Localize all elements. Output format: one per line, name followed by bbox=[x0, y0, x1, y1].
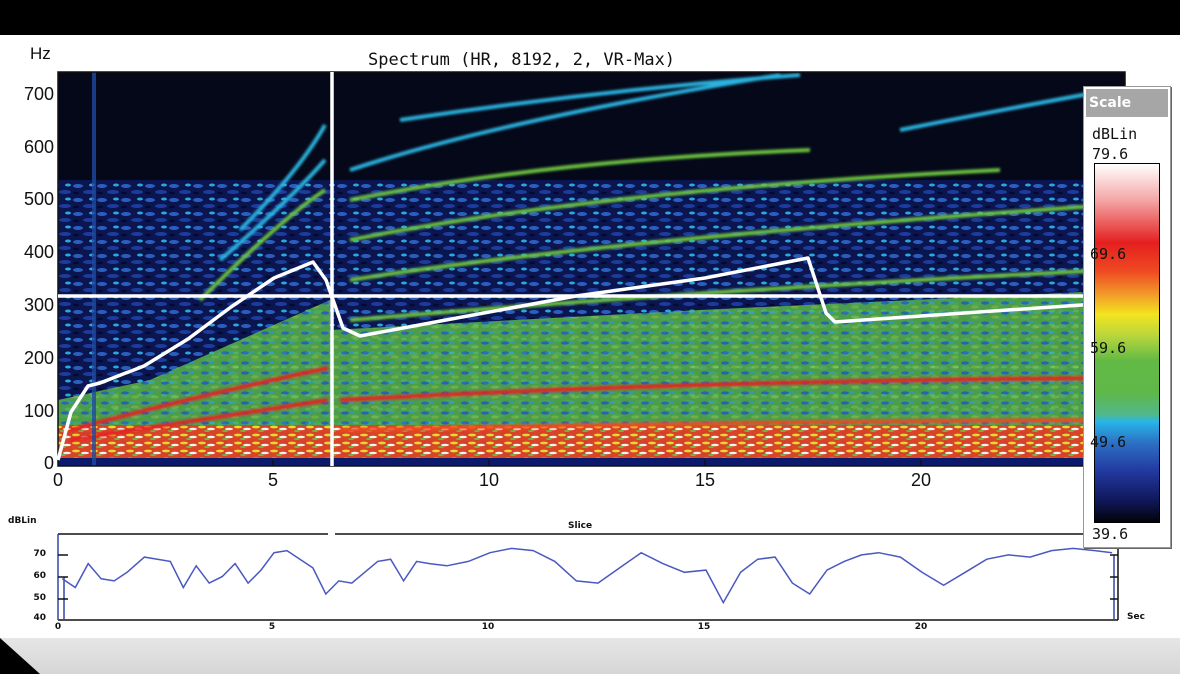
scale-value-2: 69.6 bbox=[1090, 245, 1127, 263]
scale-value-max: 79.6 bbox=[1092, 145, 1129, 163]
scale-unit-label: dBLin bbox=[1092, 125, 1138, 143]
y-tick-500: 500 bbox=[23, 189, 54, 209]
x-tick-15: 15 bbox=[694, 470, 716, 490]
scale-value-min: 39.6 bbox=[1092, 525, 1129, 543]
slice-x-unit: Sec bbox=[1127, 612, 1145, 622]
color-scale-bar bbox=[1094, 163, 1160, 523]
y-tick-600: 600 bbox=[23, 137, 54, 157]
y-tick-700: 700 bbox=[23, 84, 54, 104]
slice-y-tick-40: 40 bbox=[33, 613, 46, 623]
y-tick-200: 200 bbox=[23, 348, 54, 368]
x-tick-10: 10 bbox=[478, 470, 500, 490]
scale-panel[interactable]: Scale dBLin 79.6 69.6 59.6 49.6 39.6 bbox=[1083, 86, 1171, 548]
scale-panel-title[interactable]: Scale bbox=[1086, 89, 1168, 117]
bottom-corner-shape bbox=[0, 638, 40, 674]
x-tick-20: 20 bbox=[910, 470, 932, 490]
slice-x-tick-10: 10 bbox=[481, 622, 495, 632]
scale-value-4: 49.6 bbox=[1090, 433, 1127, 451]
slice-y-tick-50: 50 bbox=[33, 593, 46, 603]
x-tick-0: 0 bbox=[52, 470, 63, 490]
bottom-gray-band bbox=[0, 638, 1180, 674]
pitch-contour-line bbox=[56, 256, 1126, 461]
slice-panel bbox=[57, 533, 1119, 621]
slice-x-tick-15: 15 bbox=[697, 622, 711, 632]
slice-title: Slice bbox=[568, 521, 593, 531]
slice-x-tick-5: 5 bbox=[268, 622, 276, 632]
slice-x-tick-20: 20 bbox=[914, 622, 928, 632]
y-tick-0: 0 bbox=[43, 453, 54, 473]
slice-curve bbox=[61, 547, 1113, 605]
slice-y-unit: dBLin bbox=[8, 516, 37, 526]
x-tick-5: 5 bbox=[267, 470, 278, 490]
y-axis-unit-label: Hz bbox=[30, 44, 51, 63]
y-tick-100: 100 bbox=[23, 401, 54, 421]
slice-y-tick-60: 60 bbox=[33, 571, 46, 581]
y-tick-400: 400 bbox=[23, 242, 54, 262]
spectrum-title: Spectrum (HR, 8192, 2, VR-Max) bbox=[368, 50, 676, 70]
y-tick-300: 300 bbox=[23, 295, 54, 315]
slice-x-tick-0: 0 bbox=[54, 622, 62, 632]
top-black-band bbox=[0, 0, 1180, 35]
slice-y-tick-70: 70 bbox=[33, 549, 46, 559]
spectrogram-heatmap bbox=[58, 72, 1125, 466]
x-axis-ticks bbox=[272, 460, 922, 466]
scale-value-3: 59.6 bbox=[1090, 339, 1127, 357]
